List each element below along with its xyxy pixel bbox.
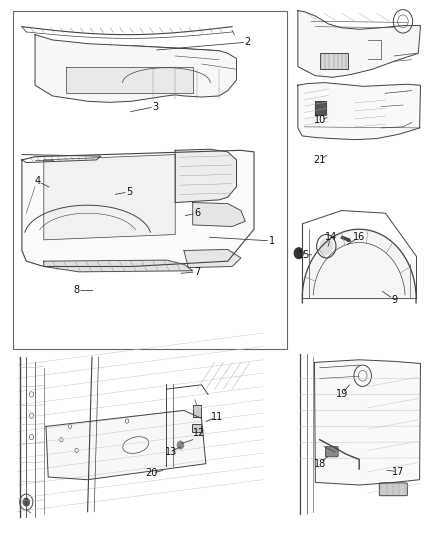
Polygon shape [22, 150, 254, 266]
Text: 8: 8 [74, 286, 80, 295]
Bar [320, 53, 348, 69]
Polygon shape [298, 83, 420, 140]
Bar [315, 101, 326, 115]
Circle shape [23, 498, 29, 506]
Text: 4: 4 [34, 176, 40, 186]
Text: 17: 17 [392, 467, 405, 477]
Polygon shape [184, 249, 241, 268]
Circle shape [177, 441, 184, 449]
Text: 7: 7 [194, 267, 200, 277]
FancyBboxPatch shape [325, 447, 338, 457]
Circle shape [294, 248, 303, 259]
Text: 1: 1 [268, 236, 275, 246]
Text: 16: 16 [353, 232, 365, 242]
Text: 3: 3 [152, 102, 159, 111]
Text: 13: 13 [165, 447, 177, 457]
Text: 18: 18 [314, 459, 326, 469]
Polygon shape [193, 203, 245, 227]
Text: 19: 19 [336, 390, 348, 399]
Text: 11: 11 [211, 412, 223, 422]
Polygon shape [35, 35, 237, 102]
Text: 9: 9 [391, 295, 397, 304]
Polygon shape [44, 260, 193, 272]
Polygon shape [175, 149, 237, 203]
Text: 2: 2 [244, 37, 251, 47]
Polygon shape [66, 67, 193, 93]
Text: 21: 21 [314, 155, 326, 165]
FancyBboxPatch shape [379, 483, 407, 496]
Text: 10: 10 [314, 115, 326, 125]
Text: 5: 5 [126, 187, 132, 197]
FancyArrow shape [341, 236, 351, 241]
Circle shape [320, 239, 332, 254]
Text: 12: 12 [193, 428, 205, 438]
Bar [13, 11, 287, 349]
Polygon shape [298, 11, 420, 77]
Polygon shape [46, 410, 206, 480]
Text: 20: 20 [145, 469, 157, 478]
Bar [192, 424, 201, 432]
Text: 15: 15 [298, 250, 311, 260]
Polygon shape [314, 360, 420, 485]
Text: 14: 14 [325, 232, 337, 242]
Polygon shape [44, 155, 175, 240]
Bar [193, 405, 201, 417]
Text: 6: 6 [194, 208, 200, 218]
